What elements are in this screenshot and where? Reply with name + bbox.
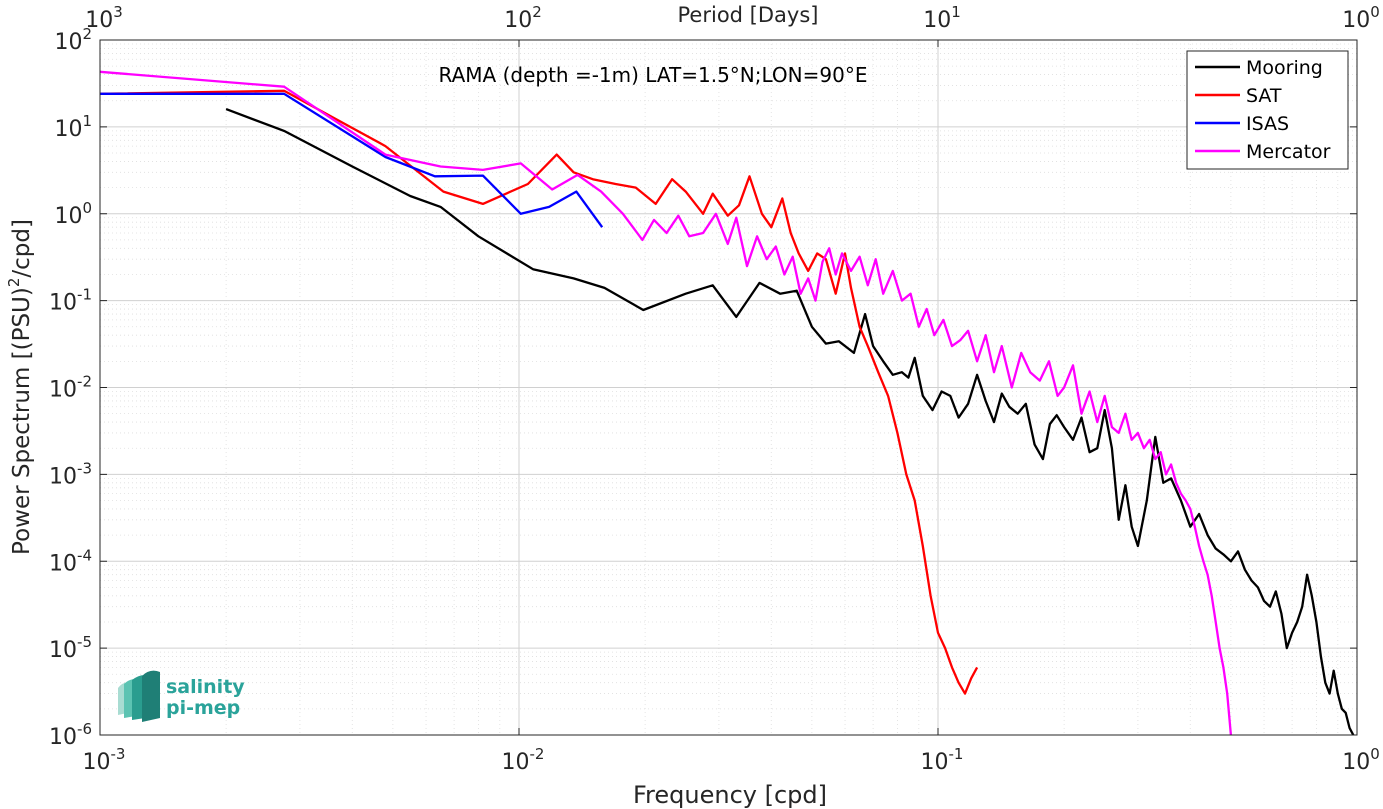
logo-text-pimep: pi-mep (166, 697, 240, 719)
legend-label-mercator: Mercator (1246, 141, 1331, 163)
top-tick-label-exp: 3 (113, 3, 123, 21)
y-tick-label-base: 10 (54, 204, 82, 229)
y-tick-label-base: 10 (49, 291, 77, 316)
y-tick-label-exp: -6 (77, 720, 92, 738)
top-tick-label: 100 (1342, 3, 1380, 33)
x-tick-label-exp: -3 (111, 745, 126, 763)
y-axis-label-exp: 2 (5, 278, 23, 288)
y-tick-label-exp: -2 (77, 373, 92, 391)
y-tick-label-base: 10 (49, 638, 77, 663)
legend-label-mooring: Mooring (1246, 57, 1323, 79)
chart-title: RAMA (depth =-1m) LAT=1.5°N;LON=90°E (439, 63, 868, 87)
series-line-mooring (225, 108, 1355, 736)
y-tick-label-base: 10 (49, 551, 77, 576)
logo-text-salinity: salinity (166, 676, 245, 698)
y-tick-label-base: 10 (49, 378, 77, 403)
series-line-sat (99, 89, 979, 695)
series-layer (99, 70, 1355, 736)
top-tick-label-exp: 0 (1370, 3, 1380, 21)
legend-label-sat: SAT (1246, 85, 1282, 107)
series-line-isas (100, 92, 604, 228)
x-axis-label: Frequency [cpd] (633, 781, 827, 809)
x-tick-label: 100 (1342, 745, 1380, 775)
y-tick-label-base: 10 (54, 117, 82, 142)
y-axis-label-main: Power Spectrum [(PSU) (9, 287, 35, 555)
top-tick-label-base: 10 (504, 8, 532, 33)
top-axis-label: Period [Days] (678, 3, 819, 27)
top-tick-label-base: 10 (1342, 8, 1370, 33)
x-tick-label-base: 10 (921, 750, 949, 775)
x-tick-label-exp: -2 (530, 745, 545, 763)
y-tick-label: 10-4 (49, 546, 92, 576)
y-tick-label: 100 (54, 199, 92, 229)
top-tick-label-exp: 2 (532, 3, 542, 21)
legend-box (1186, 50, 1349, 170)
top-tick-label-base: 10 (85, 8, 113, 33)
x-tick-label-exp: -1 (949, 745, 964, 763)
x-tick-label-exp: 0 (1370, 745, 1380, 763)
legend-label-isas: ISAS (1246, 113, 1289, 135)
top-tick-label: 102 (504, 3, 542, 33)
x-tick-label: 10-3 (83, 745, 126, 775)
y-tick-label-exp: -4 (77, 546, 92, 564)
y-tick-label: 10-1 (49, 286, 92, 316)
y-tick-label-base: 10 (49, 725, 77, 750)
legend: Mooring SAT ISAS Mercator (1186, 50, 1349, 170)
y-tick-label-exp: 2 (82, 25, 92, 43)
y-tick-label: 102 (54, 25, 92, 55)
y-tick-label-base: 10 (54, 30, 82, 55)
top-tick-label: 101 (923, 3, 961, 33)
series-line-mercator (99, 70, 1233, 736)
x-tick-label: 10-2 (502, 745, 545, 775)
y-tick-label-exp: 0 (82, 199, 92, 217)
y-tick-label-exp: -5 (77, 633, 92, 651)
y-tick-label: 10-6 (49, 720, 92, 750)
x-tick-label-base: 10 (1342, 750, 1370, 775)
logo-wave-icon (118, 670, 160, 722)
y-tick-label: 10-2 (49, 373, 92, 403)
y-tick-label-exp: -1 (77, 286, 92, 304)
y-axis-label-tail: /cpd] (9, 219, 35, 278)
y-tick-label-exp: 1 (82, 112, 92, 130)
top-tick-label: 103 (85, 3, 123, 33)
x-tick-label-base: 10 (502, 750, 530, 775)
salinity-pimep-logo: salinity pi-mep (118, 670, 245, 722)
y-tick-label: 101 (54, 112, 92, 142)
y-tick-label-base: 10 (49, 464, 77, 489)
top-tick-label-base: 10 (923, 8, 951, 33)
grid-layer (99, 39, 1358, 736)
y-tick-label: 10-3 (49, 459, 92, 489)
y-tick-label: 10-5 (49, 633, 92, 663)
y-tick-label-exp: -3 (77, 459, 92, 477)
y-axis-label: Power Spectrum [(PSU)2/cpd] (5, 219, 35, 555)
x-tick-label-base: 10 (83, 750, 111, 775)
top-tick-label-exp: 1 (951, 3, 961, 21)
x-tick-label: 10-1 (921, 745, 964, 775)
